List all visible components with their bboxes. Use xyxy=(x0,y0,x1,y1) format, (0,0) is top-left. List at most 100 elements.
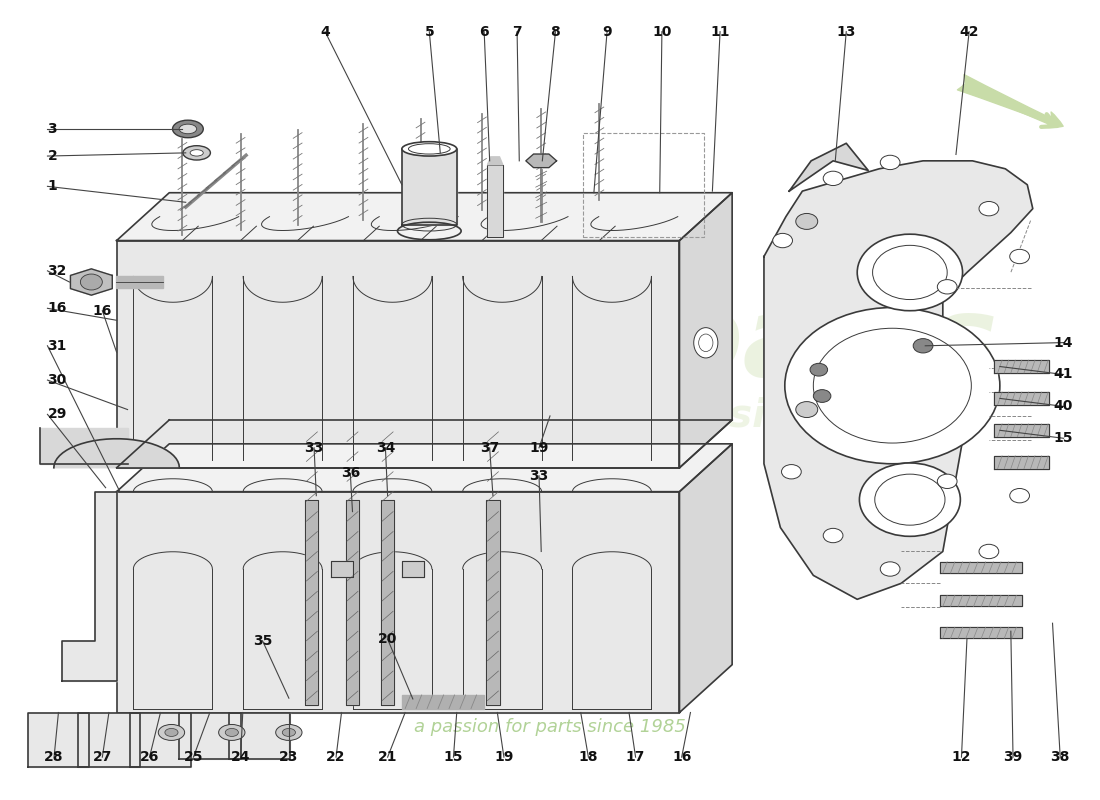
Polygon shape xyxy=(117,193,733,241)
Text: 37: 37 xyxy=(480,441,499,455)
Text: 6: 6 xyxy=(480,25,490,38)
Text: 8: 8 xyxy=(551,25,560,38)
Text: 27: 27 xyxy=(92,750,112,764)
Polygon shape xyxy=(62,492,117,681)
Text: 2: 2 xyxy=(47,149,57,163)
Text: 16: 16 xyxy=(92,304,112,318)
Polygon shape xyxy=(789,143,868,191)
Polygon shape xyxy=(402,695,484,709)
Ellipse shape xyxy=(158,725,185,741)
Polygon shape xyxy=(28,713,89,766)
Polygon shape xyxy=(179,713,241,758)
Text: since 1985: since 1985 xyxy=(728,397,964,435)
Polygon shape xyxy=(306,500,319,705)
Text: 7: 7 xyxy=(513,25,521,38)
Circle shape xyxy=(937,280,957,294)
Polygon shape xyxy=(680,444,733,713)
Circle shape xyxy=(772,234,792,248)
Ellipse shape xyxy=(219,725,245,741)
Text: 42: 42 xyxy=(959,25,979,38)
Ellipse shape xyxy=(165,729,178,737)
Text: 31: 31 xyxy=(47,338,67,353)
Text: 18: 18 xyxy=(579,750,598,764)
Polygon shape xyxy=(54,438,179,468)
Text: 11: 11 xyxy=(711,25,729,38)
Ellipse shape xyxy=(694,328,718,358)
Ellipse shape xyxy=(173,120,204,138)
Circle shape xyxy=(1010,250,1030,264)
Polygon shape xyxy=(486,500,499,705)
Text: 25: 25 xyxy=(184,750,204,764)
Text: 39: 39 xyxy=(1003,750,1023,764)
Polygon shape xyxy=(939,627,1022,638)
Text: 19: 19 xyxy=(529,441,549,455)
Text: 36: 36 xyxy=(341,466,360,480)
Circle shape xyxy=(1010,489,1030,503)
Text: 1: 1 xyxy=(47,179,57,194)
Text: 35: 35 xyxy=(253,634,272,648)
Text: 33: 33 xyxy=(529,469,549,482)
Ellipse shape xyxy=(226,729,239,737)
Text: 16: 16 xyxy=(672,750,692,764)
Text: 16: 16 xyxy=(47,302,67,315)
Polygon shape xyxy=(994,456,1049,469)
Text: 30: 30 xyxy=(47,373,67,387)
Text: 38: 38 xyxy=(1050,750,1070,764)
Circle shape xyxy=(823,528,843,542)
Polygon shape xyxy=(939,595,1022,606)
Circle shape xyxy=(859,463,960,536)
Circle shape xyxy=(913,338,933,353)
Polygon shape xyxy=(487,157,503,165)
Circle shape xyxy=(784,307,1000,464)
Polygon shape xyxy=(939,562,1022,573)
Ellipse shape xyxy=(276,725,303,741)
Circle shape xyxy=(795,214,817,230)
Polygon shape xyxy=(764,161,1033,599)
Text: 12: 12 xyxy=(952,750,971,764)
Text: 15: 15 xyxy=(443,750,463,764)
Polygon shape xyxy=(526,154,557,167)
Ellipse shape xyxy=(283,729,296,737)
Polygon shape xyxy=(331,561,352,577)
Text: 29: 29 xyxy=(47,407,67,422)
Polygon shape xyxy=(680,193,733,468)
Polygon shape xyxy=(78,713,140,766)
Circle shape xyxy=(880,562,900,576)
Text: 13: 13 xyxy=(837,25,856,38)
Ellipse shape xyxy=(190,150,204,156)
Circle shape xyxy=(810,363,827,376)
Text: 22: 22 xyxy=(327,750,345,764)
Polygon shape xyxy=(994,360,1049,373)
Polygon shape xyxy=(70,269,112,295)
Text: 28: 28 xyxy=(44,750,64,764)
Circle shape xyxy=(880,155,900,170)
Text: 24: 24 xyxy=(231,750,251,764)
Circle shape xyxy=(795,402,817,418)
Ellipse shape xyxy=(179,124,197,134)
Polygon shape xyxy=(994,392,1049,405)
Text: 33: 33 xyxy=(305,441,323,455)
Polygon shape xyxy=(345,500,359,705)
Text: 3: 3 xyxy=(47,122,57,136)
Circle shape xyxy=(823,171,843,186)
Text: 41: 41 xyxy=(1054,367,1074,382)
Circle shape xyxy=(80,274,102,290)
Polygon shape xyxy=(40,428,128,464)
Text: 4: 4 xyxy=(320,25,330,38)
Polygon shape xyxy=(402,149,456,225)
Polygon shape xyxy=(381,500,394,705)
Text: 15: 15 xyxy=(1054,431,1074,446)
Polygon shape xyxy=(229,713,290,758)
Polygon shape xyxy=(487,165,503,237)
Text: 21: 21 xyxy=(378,750,397,764)
Circle shape xyxy=(781,465,801,479)
Text: 34: 34 xyxy=(376,441,395,455)
Text: a passion for parts since 1985: a passion for parts since 1985 xyxy=(414,718,686,736)
Text: 10: 10 xyxy=(652,25,672,38)
Polygon shape xyxy=(130,713,191,766)
Polygon shape xyxy=(117,444,733,492)
Circle shape xyxy=(937,474,957,489)
Polygon shape xyxy=(117,241,680,468)
Text: 32: 32 xyxy=(47,264,67,278)
Text: 14: 14 xyxy=(1054,336,1074,350)
